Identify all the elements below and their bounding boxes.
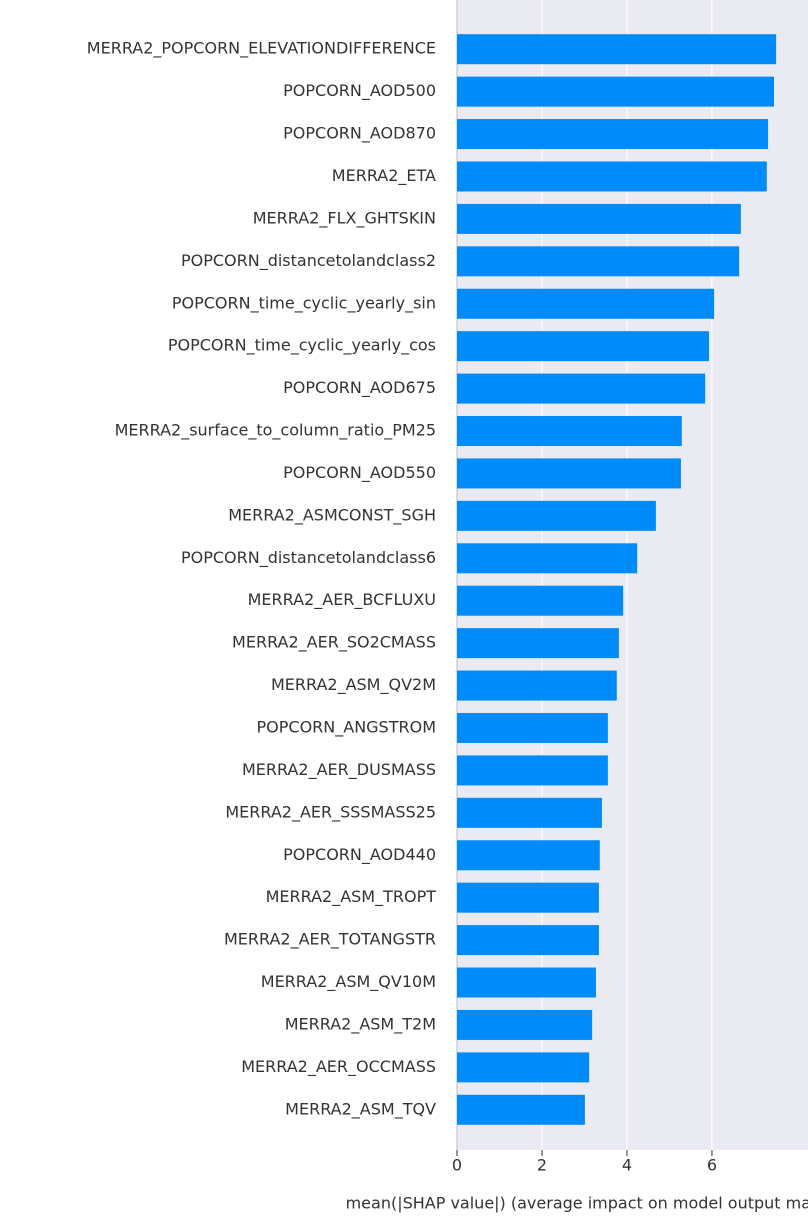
bar xyxy=(457,373,706,404)
y-tick-label: POPCORN_distancetolandclass2 xyxy=(181,251,436,271)
bar xyxy=(457,458,681,489)
bar xyxy=(457,585,624,616)
plot-background xyxy=(457,0,808,1150)
y-tick-label: MERRA2_AER_BCFLUXU xyxy=(248,590,436,610)
y-tick-label: POPCORN_ANGSTROM xyxy=(257,717,437,737)
y-tick-label: MERRA2_AER_SSSMASS25 xyxy=(225,802,436,822)
y-tick-label: MERRA2_ASM_QV2M xyxy=(271,675,436,695)
y-tick-label: MERRA2_ASM_QV10M xyxy=(261,972,436,992)
y-tick-label: MERRA2_POPCORN_ELEVATIONDIFFERENCE xyxy=(87,39,436,59)
y-tick-label: MERRA2_ASMCONST_SGH xyxy=(228,505,436,525)
bar xyxy=(457,712,608,743)
y-tick-label: POPCORN_time_cyclic_yearly_cos xyxy=(168,336,436,356)
x-tick-label: 0 xyxy=(452,1156,462,1175)
y-tick-label: POPCORN_AOD870 xyxy=(283,124,436,144)
x-tick-label: 6 xyxy=(707,1156,717,1175)
y-tick-label: MERRA2_ETA xyxy=(332,166,436,186)
bar xyxy=(457,967,596,998)
y-tick-label: MERRA2_AER_SO2CMASS xyxy=(232,633,436,653)
y-tick-label: MERRA2_ASM_T2M xyxy=(285,1014,436,1034)
bar xyxy=(457,1094,585,1125)
bar xyxy=(457,500,656,531)
y-tick-label: MERRA2_ASM_TROPT xyxy=(266,887,437,907)
x-tick-label: 2 xyxy=(537,1156,547,1175)
y-tick-label: POPCORN_AOD440 xyxy=(283,845,436,865)
bar xyxy=(457,34,777,65)
bar xyxy=(457,246,740,277)
y-tick-label: MERRA2_AER_TOTANGSTR xyxy=(224,930,436,950)
y-tick-label: MERRA2_surface_to_column_ratio_PM25 xyxy=(115,421,436,441)
x-axis-label: mean(|SHAP value|) (average impact on mo… xyxy=(346,1194,808,1213)
bar xyxy=(457,331,709,362)
y-tick-label: MERRA2_ASM_TQV xyxy=(285,1099,436,1119)
y-tick-label: MERRA2_FLX_GHTSKIN xyxy=(253,208,436,228)
y-tick-label: POPCORN_time_cyclic_yearly_sin xyxy=(172,293,436,313)
bar xyxy=(457,882,599,913)
y-tick-label: POPCORN_distancetolandclass6 xyxy=(181,548,436,568)
bar xyxy=(457,1009,593,1040)
bar xyxy=(457,628,619,659)
bar xyxy=(457,203,741,234)
bar xyxy=(457,288,715,319)
y-tick-label: MERRA2_AER_OCCMASS xyxy=(241,1057,436,1077)
y-tick-label: POPCORN_AOD550 xyxy=(283,463,436,483)
y-tick-label: MERRA2_AER_DUSMASS xyxy=(242,760,436,780)
bar xyxy=(457,161,767,192)
bar xyxy=(457,1052,590,1083)
bar xyxy=(457,840,600,871)
y-tick-label: POPCORN_AOD675 xyxy=(283,378,436,398)
bar xyxy=(457,543,638,574)
bar xyxy=(457,119,769,150)
bar xyxy=(457,925,599,956)
y-tick-label: POPCORN_AOD500 xyxy=(283,81,436,101)
bar xyxy=(457,797,602,828)
bar xyxy=(457,755,608,786)
bar xyxy=(457,670,617,701)
x-tick-label: 4 xyxy=(622,1156,632,1175)
bar xyxy=(457,76,775,107)
bar xyxy=(457,416,682,447)
